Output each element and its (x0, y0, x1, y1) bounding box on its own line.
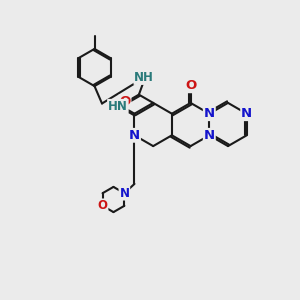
Text: N: N (119, 187, 129, 200)
Text: O: O (119, 95, 130, 108)
Text: N: N (129, 129, 140, 142)
Text: N: N (204, 129, 215, 142)
Text: O: O (98, 199, 108, 212)
Text: HN: HN (108, 100, 128, 113)
Text: N: N (241, 107, 252, 120)
Text: NH: NH (134, 71, 154, 84)
Text: N: N (204, 107, 215, 120)
Text: O: O (185, 79, 196, 92)
